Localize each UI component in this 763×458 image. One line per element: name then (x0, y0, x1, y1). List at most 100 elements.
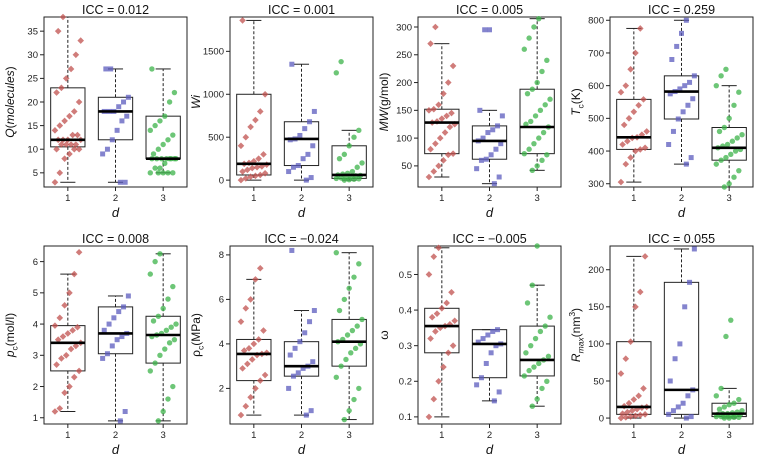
group-3 (711, 66, 747, 190)
data-point (531, 24, 537, 30)
data-point (356, 385, 362, 392)
data-point (155, 313, 162, 319)
data-point (333, 374, 339, 380)
x-axis-label: d (298, 442, 306, 457)
data-point (666, 142, 672, 147)
data-point (683, 17, 689, 23)
data-point (736, 167, 742, 174)
group-3 (331, 58, 367, 183)
y-axis-label: ω (377, 330, 391, 339)
data-point (643, 128, 651, 135)
y-tick-label: 4 (219, 339, 224, 350)
panel-1: ICC = 0.012 5 10 15 20 25 30 35 1 2 3 d Q(molecules) (3, 3, 188, 220)
data-point (435, 162, 442, 170)
data-point (477, 107, 483, 113)
data-point (53, 145, 60, 153)
data-point (490, 127, 496, 133)
data-point (56, 405, 64, 412)
y-tick-label: 6 (219, 295, 224, 306)
data-point (54, 27, 62, 35)
data-point (252, 172, 259, 180)
group-3 (711, 317, 747, 421)
data-point (171, 89, 178, 96)
data-point (290, 373, 296, 379)
y-tick-label: 700 (588, 48, 604, 59)
y-tick-label: 50 (401, 161, 412, 172)
data-point (261, 169, 269, 177)
y-tick-label: 3 (33, 351, 38, 362)
data-point (617, 178, 625, 186)
data-point (119, 118, 125, 124)
data-point (451, 317, 459, 325)
data-point (295, 370, 301, 376)
y-axis-label: Q(molecules) (3, 66, 17, 137)
data-point (487, 27, 492, 33)
data-point (72, 342, 80, 350)
iqr-box (519, 325, 555, 377)
data-point (627, 338, 634, 345)
data-point (670, 128, 676, 134)
data-point (632, 49, 639, 57)
data-point (150, 318, 157, 324)
data-point (641, 411, 649, 418)
data-point (111, 315, 117, 321)
data-point (674, 43, 680, 49)
panel-title: ICC = 0.008 (82, 232, 149, 246)
data-point (672, 356, 678, 362)
y-tick-label: 0.5 (399, 270, 412, 281)
data-point (438, 115, 446, 122)
x-tick-label: 1 (631, 430, 636, 441)
data-point (310, 359, 316, 365)
data-point (72, 51, 80, 59)
data-point (160, 141, 166, 148)
data-point (723, 66, 729, 73)
data-point (346, 143, 352, 149)
data-point (354, 323, 360, 329)
data-point (627, 154, 634, 161)
data-point (478, 157, 484, 163)
data-point (440, 90, 447, 97)
data-point (297, 132, 303, 138)
y-tick-label: 200 (588, 265, 604, 276)
data-point (239, 365, 246, 372)
data-point (547, 314, 553, 320)
data-point (155, 170, 162, 176)
data-point (307, 319, 313, 325)
data-point (359, 160, 365, 166)
data-point (289, 247, 295, 253)
data-point (170, 132, 176, 138)
data-point (67, 65, 75, 73)
data-point (528, 342, 534, 349)
data-point (336, 155, 343, 162)
data-point (117, 418, 123, 424)
data-point (289, 61, 295, 67)
data-point (435, 377, 442, 385)
data-point (542, 102, 548, 108)
data-point (528, 118, 534, 125)
group-1 (424, 244, 460, 421)
data-point (474, 166, 480, 172)
data-point (302, 126, 308, 132)
data-point (529, 167, 536, 174)
data-point (713, 82, 719, 89)
data-point (152, 258, 158, 265)
data-point (526, 367, 532, 374)
data-point (341, 296, 348, 303)
data-point (67, 141, 75, 148)
data-point (640, 385, 647, 392)
iqr-box (145, 315, 181, 364)
x-tick-label: 2 (679, 193, 684, 204)
data-point (346, 285, 352, 291)
y-tick-label: 1000 (203, 90, 224, 101)
group-1 (50, 13, 86, 186)
data-point (688, 155, 694, 161)
data-point (620, 121, 628, 129)
data-point (491, 181, 497, 187)
y-tick-label: 500 (208, 133, 224, 144)
data-point (721, 124, 728, 131)
data-point (104, 146, 110, 152)
data-point (69, 131, 76, 139)
data-point (124, 113, 130, 119)
data-point (56, 169, 64, 177)
y-tick-label: 0.3 (399, 341, 412, 352)
